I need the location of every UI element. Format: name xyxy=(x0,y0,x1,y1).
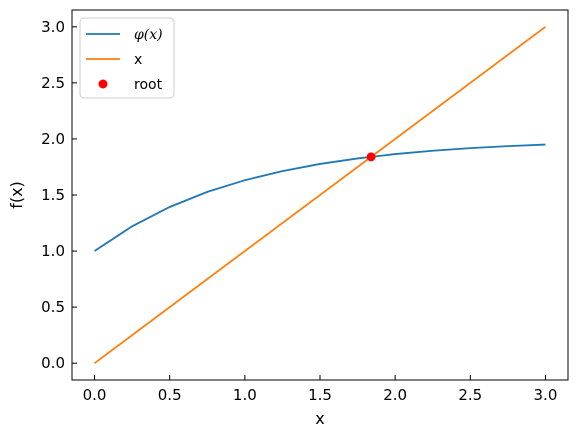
legend-label: x xyxy=(134,52,142,68)
legend-label: φ(x) xyxy=(134,27,163,43)
root-point xyxy=(366,152,376,162)
x-tick-label: 2.0 xyxy=(383,386,407,404)
x-tick-label: 1.0 xyxy=(233,386,257,404)
y-axis-label: f(x) xyxy=(7,181,26,209)
y-tick-label: 2.5 xyxy=(41,74,65,92)
y-tick-label: 2.0 xyxy=(41,130,65,148)
x-axis-label: x xyxy=(315,409,324,428)
x-tick-label: 2.5 xyxy=(458,386,482,404)
series-layer xyxy=(94,26,546,364)
y-tick-label: 0.5 xyxy=(41,298,65,316)
legend-box xyxy=(79,17,175,99)
y-tick-label: 3.0 xyxy=(41,18,65,36)
legend: φ(x) x root xyxy=(79,17,175,99)
y-tick-label: 1.5 xyxy=(41,186,65,204)
legend-label: root xyxy=(134,77,163,93)
y-tick-label: 1.0 xyxy=(41,242,65,260)
x-tick-label: 0.5 xyxy=(158,386,182,404)
legend-swatch xyxy=(98,79,108,89)
series-line-1 xyxy=(94,26,546,364)
plot-frame xyxy=(71,9,569,381)
y-tick-label: 0.0 xyxy=(41,354,65,372)
x-tick-label: 0.0 xyxy=(83,386,107,404)
x-tick-label: 3.0 xyxy=(534,386,558,404)
axis-ticks: 0.0 0.5 1.0 1.5 2.0 2.5 3.0 0.0 0.5 1.0 1.5 2.0 2.5 3… xyxy=(41,18,557,404)
series-line-0 xyxy=(94,143,546,252)
x-tick-label: 1.5 xyxy=(308,386,332,404)
